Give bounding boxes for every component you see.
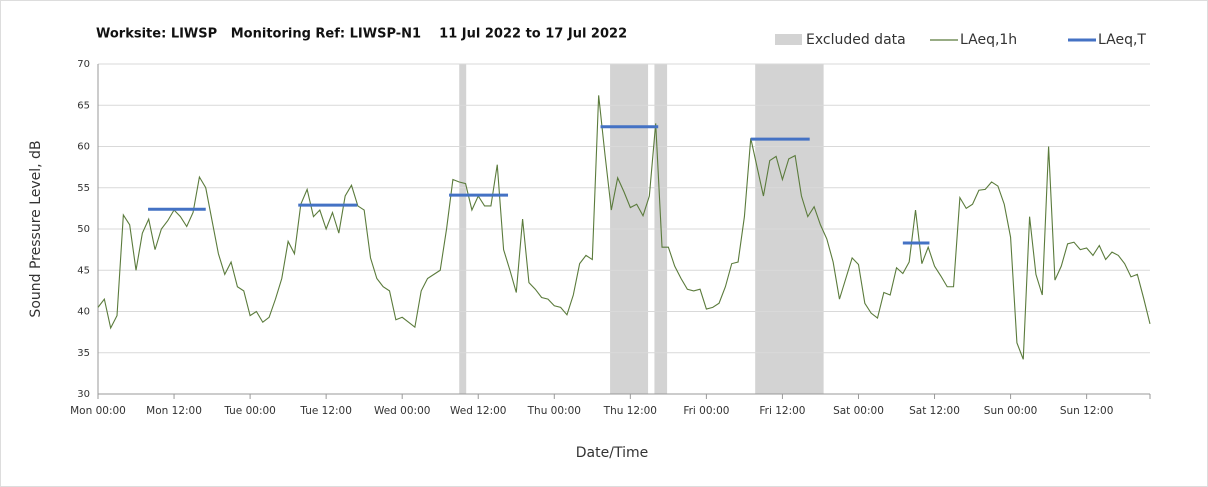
x-axis-title: Date/Time (576, 445, 648, 461)
legend-label: LAeq,T (1098, 32, 1146, 48)
y-axis-title: Sound Pressure Level, dB (28, 140, 44, 317)
x-tick-label: Sun 00:00 (984, 405, 1038, 417)
x-tick-label: Tue 00:00 (223, 405, 276, 417)
line-series (97, 95, 1151, 360)
y-tick-label: 45 (77, 265, 90, 276)
x-tick-label: Fri 12:00 (759, 405, 805, 417)
y-tick-label: 70 (77, 59, 90, 70)
x-tick-label: Thu 12:00 (603, 405, 657, 417)
legend-swatch (775, 34, 802, 45)
chart-title: Worksite: LIWSP Monitoring Ref: LIWSP-N1… (96, 27, 627, 42)
x-tick-label: Sat 00:00 (833, 405, 884, 417)
x-tick-label: Thu 00:00 (527, 405, 581, 417)
y-tick-label: 30 (77, 389, 90, 400)
y-tick-label: 60 (77, 142, 90, 153)
y-tick-label: 50 (77, 224, 90, 235)
y-tick-label: 40 (77, 307, 90, 318)
x-tick-label: Sat 12:00 (909, 405, 960, 417)
legend-label: Excluded data (806, 32, 906, 48)
x-tick-label: Wed 12:00 (450, 405, 507, 417)
x-tick-label: Wed 00:00 (374, 405, 431, 417)
y-tick-label: 65 (77, 100, 90, 111)
x-tick-label: Mon 12:00 (146, 405, 202, 417)
y-tick-label: 55 (77, 183, 90, 194)
x-tick-label: Sun 12:00 (1060, 405, 1114, 417)
x-tick-label: Tue 12:00 (299, 405, 352, 417)
x-tick-label: Mon 00:00 (70, 405, 126, 417)
x-tick-label: Fri 00:00 (683, 405, 729, 417)
y-tick-label: 35 (77, 348, 90, 359)
legend-label: LAeq,1h (960, 32, 1017, 48)
